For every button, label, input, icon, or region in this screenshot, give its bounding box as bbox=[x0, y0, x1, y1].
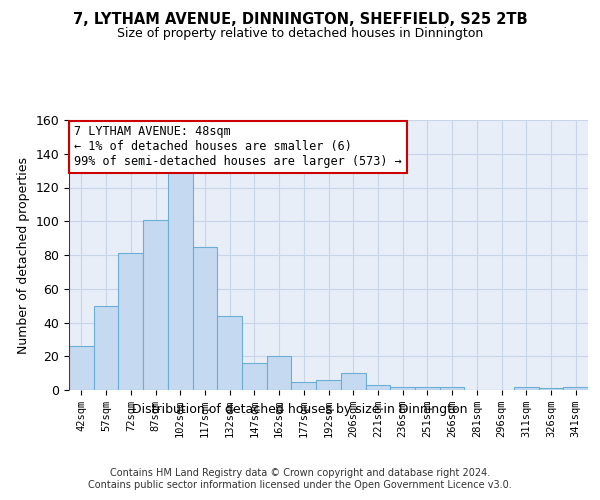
Bar bbox=[440, 386, 464, 390]
Bar bbox=[193, 246, 217, 390]
Bar bbox=[292, 382, 316, 390]
Text: Contains public sector information licensed under the Open Government Licence v3: Contains public sector information licen… bbox=[88, 480, 512, 490]
Bar bbox=[415, 386, 440, 390]
Bar bbox=[316, 380, 341, 390]
Y-axis label: Number of detached properties: Number of detached properties bbox=[17, 156, 30, 354]
Bar bbox=[217, 316, 242, 390]
Bar bbox=[514, 386, 539, 390]
Text: Size of property relative to detached houses in Dinnington: Size of property relative to detached ho… bbox=[117, 28, 483, 40]
Bar bbox=[118, 254, 143, 390]
Bar bbox=[69, 346, 94, 390]
Bar bbox=[94, 306, 118, 390]
Bar bbox=[341, 373, 365, 390]
Bar bbox=[365, 385, 390, 390]
Bar bbox=[267, 356, 292, 390]
Bar bbox=[539, 388, 563, 390]
Bar bbox=[168, 169, 193, 390]
Text: 7 LYTHAM AVENUE: 48sqm
← 1% of detached houses are smaller (6)
99% of semi-detac: 7 LYTHAM AVENUE: 48sqm ← 1% of detached … bbox=[74, 126, 402, 168]
Bar bbox=[242, 363, 267, 390]
Text: 7, LYTHAM AVENUE, DINNINGTON, SHEFFIELD, S25 2TB: 7, LYTHAM AVENUE, DINNINGTON, SHEFFIELD,… bbox=[73, 12, 527, 28]
Bar bbox=[563, 386, 588, 390]
Text: Contains HM Land Registry data © Crown copyright and database right 2024.: Contains HM Land Registry data © Crown c… bbox=[110, 468, 490, 477]
Bar bbox=[143, 220, 168, 390]
Text: Distribution of detached houses by size in Dinnington: Distribution of detached houses by size … bbox=[132, 402, 468, 415]
Bar bbox=[390, 386, 415, 390]
